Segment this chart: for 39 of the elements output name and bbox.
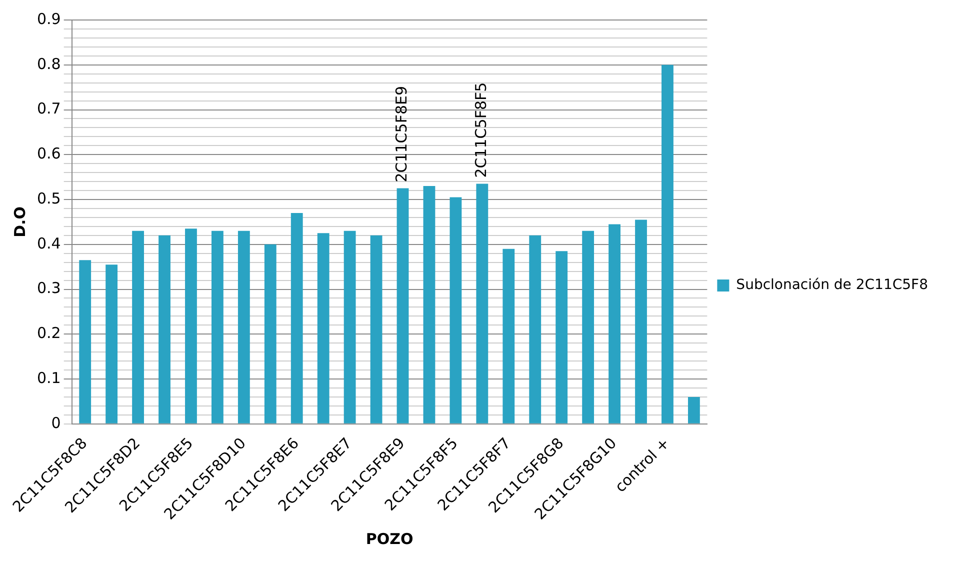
bar [106, 264, 118, 424]
bar [529, 235, 542, 424]
bar [238, 230, 250, 424]
y-axis-title: D.O [10, 206, 29, 238]
bar [450, 197, 462, 424]
bar [132, 230, 144, 424]
y-tick-label: 0.9 [36, 10, 61, 28]
y-tick-label: 0 [51, 414, 61, 432]
bar [662, 64, 674, 424]
bar [185, 228, 197, 424]
y-tick-label: 0.1 [36, 368, 61, 387]
bar [211, 230, 224, 424]
bar [502, 248, 515, 424]
y-tick-label: 0.7 [36, 100, 61, 118]
bar [688, 396, 700, 424]
bar [556, 251, 568, 424]
y-tick-label: 0.5 [36, 189, 61, 208]
bar [396, 188, 409, 424]
y-tick-label: 0.6 [36, 144, 61, 163]
bar [476, 184, 488, 424]
bar [264, 244, 276, 424]
y-tick-label: 0.3 [36, 279, 61, 298]
bar [635, 220, 647, 424]
bar [423, 186, 436, 424]
bar [344, 230, 356, 424]
bar [582, 230, 594, 424]
bar [79, 260, 92, 424]
x-axis-title: POZO [366, 530, 414, 548]
legend-label: Subclonación de 2C11C5F8 [736, 277, 928, 294]
bar [608, 224, 620, 424]
annotation: 2C11C5F8E9 [392, 86, 411, 182]
y-tick-label: 0.2 [36, 324, 61, 342]
y-tick-label: 0.4 [36, 234, 61, 252]
bar [158, 235, 170, 424]
annotation: 2C11C5F8F5 [472, 82, 490, 178]
bar [290, 212, 303, 424]
bar [370, 235, 382, 424]
y-tick-label: 0.8 [36, 54, 61, 73]
bar [317, 233, 330, 424]
